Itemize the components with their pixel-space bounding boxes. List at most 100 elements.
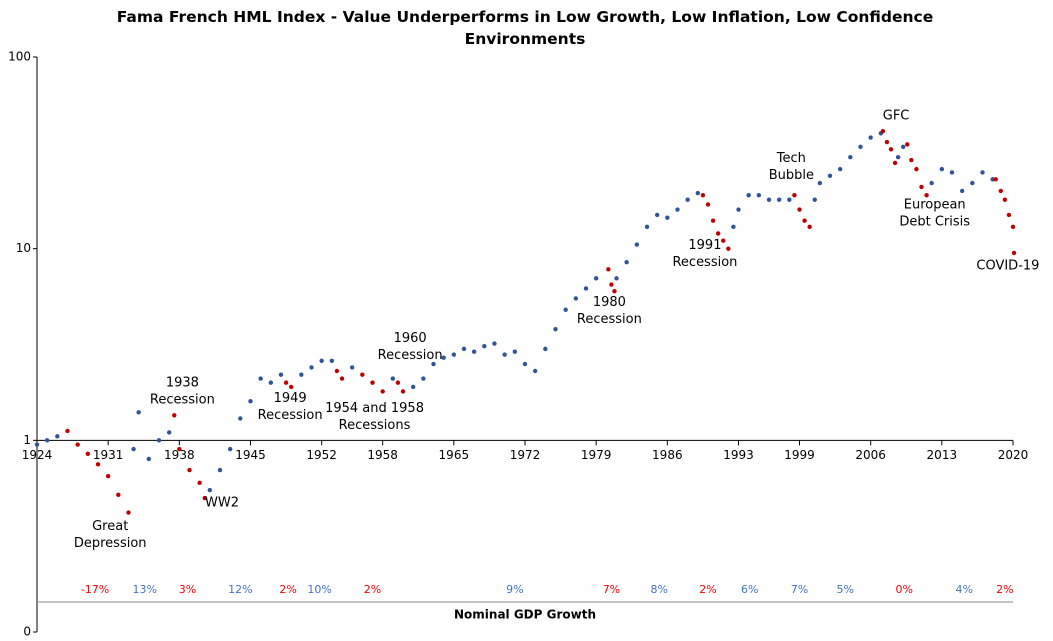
point bbox=[766, 197, 772, 202]
point bbox=[802, 218, 807, 223]
point bbox=[187, 467, 192, 473]
point bbox=[612, 288, 617, 294]
annotation: Recessions bbox=[339, 418, 411, 433]
point bbox=[731, 224, 736, 230]
x-tick-label: 1945 bbox=[235, 448, 266, 462]
point bbox=[334, 368, 340, 374]
gdp-growth-label: 7% bbox=[791, 583, 808, 596]
gdp-growth-label: 3% bbox=[179, 583, 196, 596]
point bbox=[471, 349, 477, 354]
point bbox=[807, 224, 812, 230]
annotation: Great bbox=[92, 519, 128, 534]
point bbox=[410, 384, 416, 390]
point bbox=[492, 341, 497, 346]
point bbox=[146, 456, 152, 462]
x-tick-label: 2020 bbox=[998, 448, 1029, 462]
point bbox=[959, 188, 965, 194]
point bbox=[283, 380, 289, 385]
gdp-growth-label: 7% bbox=[603, 583, 620, 596]
point bbox=[227, 446, 233, 452]
point bbox=[909, 157, 914, 163]
chart-title: Fama French HML Index - Value Underperfo… bbox=[116, 8, 934, 48]
point bbox=[299, 372, 304, 377]
annotation: COVID-19 bbox=[976, 259, 1039, 274]
point bbox=[675, 207, 680, 212]
point bbox=[395, 380, 401, 385]
point bbox=[700, 193, 706, 198]
annotation: Recession bbox=[150, 392, 215, 407]
gdp-growth-label: 9% bbox=[506, 583, 523, 596]
point bbox=[914, 166, 919, 172]
annotation: 1991 bbox=[688, 238, 721, 253]
gdp-growth-label: 2% bbox=[699, 583, 716, 596]
point bbox=[609, 282, 614, 287]
point bbox=[207, 487, 213, 493]
point bbox=[593, 276, 599, 281]
point bbox=[370, 380, 375, 385]
point bbox=[726, 246, 731, 251]
point bbox=[787, 197, 792, 202]
point bbox=[431, 361, 436, 367]
annotation: GFC bbox=[883, 109, 910, 124]
point bbox=[75, 442, 80, 447]
x-tick-label: 2006 bbox=[855, 448, 886, 462]
point bbox=[919, 184, 924, 190]
gdp-growth-label: 10% bbox=[307, 583, 331, 596]
point bbox=[238, 416, 243, 421]
point bbox=[1006, 212, 1012, 218]
y-tick-label: 0 bbox=[23, 625, 31, 639]
point bbox=[685, 197, 690, 202]
point bbox=[177, 446, 182, 452]
point bbox=[949, 170, 955, 175]
point bbox=[654, 212, 660, 218]
annotation: 1949 bbox=[274, 391, 307, 406]
point bbox=[85, 451, 91, 457]
point bbox=[1010, 224, 1016, 230]
point bbox=[55, 434, 60, 439]
point bbox=[705, 202, 711, 207]
gdp-growth-label: 12% bbox=[228, 583, 252, 596]
gdp-growth-label: 8% bbox=[650, 583, 667, 596]
point bbox=[880, 129, 886, 134]
annotation: Tech bbox=[776, 151, 806, 166]
annotation: WW2 bbox=[205, 496, 239, 511]
point bbox=[202, 495, 207, 501]
point bbox=[812, 197, 817, 202]
point bbox=[939, 166, 945, 172]
point bbox=[131, 446, 136, 452]
point bbox=[532, 368, 538, 374]
annotation: Bubble bbox=[769, 168, 814, 183]
x-tick-label: 1986 bbox=[652, 448, 683, 462]
point bbox=[502, 352, 507, 357]
x-tick-label: 1993 bbox=[723, 448, 754, 462]
point bbox=[380, 389, 385, 394]
point bbox=[512, 349, 518, 354]
y-tick-label: 1 bbox=[23, 433, 31, 447]
point bbox=[116, 492, 121, 497]
point bbox=[172, 413, 177, 418]
point bbox=[360, 372, 365, 377]
point bbox=[553, 327, 558, 332]
point bbox=[797, 207, 802, 212]
point bbox=[888, 147, 894, 152]
point bbox=[606, 267, 611, 272]
x-tick-label: 1979 bbox=[581, 448, 612, 462]
point bbox=[892, 160, 898, 166]
x-tick-label: 1972 bbox=[510, 448, 541, 462]
annotation: 1960 bbox=[394, 331, 427, 346]
point bbox=[441, 355, 446, 360]
point bbox=[390, 376, 396, 381]
point bbox=[736, 207, 741, 212]
annotation: Recession bbox=[672, 255, 737, 270]
point bbox=[817, 180, 823, 186]
point bbox=[695, 190, 701, 196]
point bbox=[563, 307, 568, 312]
point bbox=[895, 155, 901, 160]
point bbox=[868, 135, 873, 140]
x-tick-label: 1931 bbox=[93, 448, 124, 462]
x-tick-label: 1965 bbox=[439, 448, 470, 462]
gdp-growth-label: 0% bbox=[895, 583, 912, 596]
point bbox=[1002, 197, 1008, 202]
point bbox=[1011, 250, 1017, 256]
